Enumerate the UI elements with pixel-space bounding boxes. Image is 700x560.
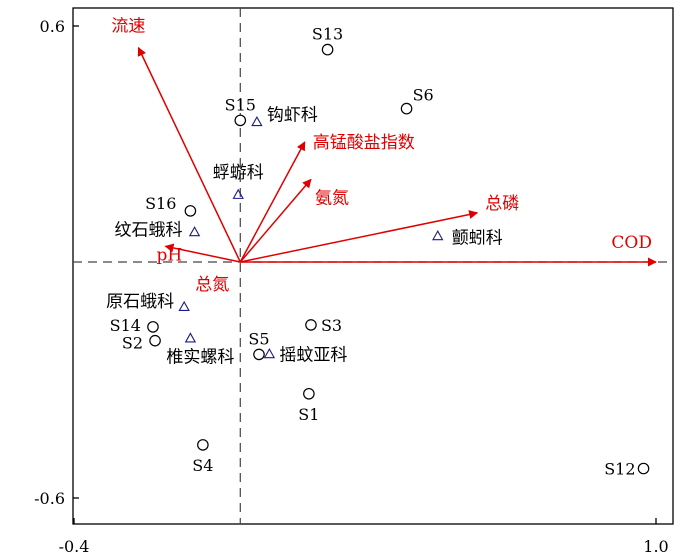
taxon-marker xyxy=(432,230,444,241)
site-marker xyxy=(147,321,159,333)
taxon-label: 蜉蝣科 xyxy=(213,163,264,183)
taxon-marker xyxy=(251,115,263,127)
env-arrow-label: pH xyxy=(156,245,182,265)
site-marker xyxy=(149,334,161,347)
site-label: S4 xyxy=(192,456,213,475)
taxon-marker xyxy=(184,332,197,343)
env-arrow-label: COD xyxy=(611,233,652,253)
site-label: S5 xyxy=(248,329,269,348)
y-tick-label: 0.6 xyxy=(40,17,65,36)
site-label: S15 xyxy=(225,95,256,114)
env-arrow xyxy=(164,243,241,263)
env-arrow-label: 流速 xyxy=(111,17,145,37)
taxon-label: 摇蚊亚科 xyxy=(279,345,347,365)
site-marker xyxy=(303,387,315,400)
plot-frame xyxy=(72,7,674,525)
site-marker xyxy=(197,439,209,451)
y-tick-label: -0.6 xyxy=(34,489,65,508)
axis-ticks: -0.4 1.0 0.6 -0.6 xyxy=(34,17,669,556)
taxon-label: 原石蛾科 xyxy=(106,292,174,312)
site-label: S2 xyxy=(122,334,143,353)
env-arrow-label: 氨氮 xyxy=(315,188,349,208)
site-marker xyxy=(400,102,413,115)
env-arrow xyxy=(239,178,312,263)
site-label: S3 xyxy=(321,316,342,335)
env-arrow xyxy=(239,141,306,263)
site-marker xyxy=(637,462,650,475)
taxon-marker xyxy=(188,226,201,237)
env-arrow-label: 高锰酸盐指数 xyxy=(313,133,415,153)
site-marker xyxy=(253,348,265,361)
taxon-marker xyxy=(178,300,190,312)
site-label: S13 xyxy=(312,25,343,44)
env-arrow-label: 总磷 xyxy=(485,194,519,214)
taxon-marker xyxy=(263,348,276,359)
taxon-label: 颤蚓科 xyxy=(452,228,503,248)
env-arrow xyxy=(240,210,479,263)
x-tick-label: -0.4 xyxy=(59,537,90,556)
taxon-label: 钩虾科 xyxy=(267,105,318,125)
taxon-label: 纹石蛾科 xyxy=(115,221,183,241)
x-tick-label: 1.0 xyxy=(643,537,668,556)
site-label: S6 xyxy=(413,86,434,105)
site-marker xyxy=(321,43,334,56)
site-label: S14 xyxy=(110,316,141,335)
site-marker xyxy=(305,319,317,331)
site-label: S16 xyxy=(145,194,176,213)
taxon-marker xyxy=(232,188,244,199)
env-arrow xyxy=(137,46,241,263)
site-marker xyxy=(234,114,247,127)
env-arrow-label: 总氮 xyxy=(195,275,229,295)
taxon-label: 椎实螺科 xyxy=(166,348,234,368)
site-label: S1 xyxy=(298,405,319,424)
site-marker xyxy=(184,205,197,217)
site-label: S12 xyxy=(604,460,635,479)
